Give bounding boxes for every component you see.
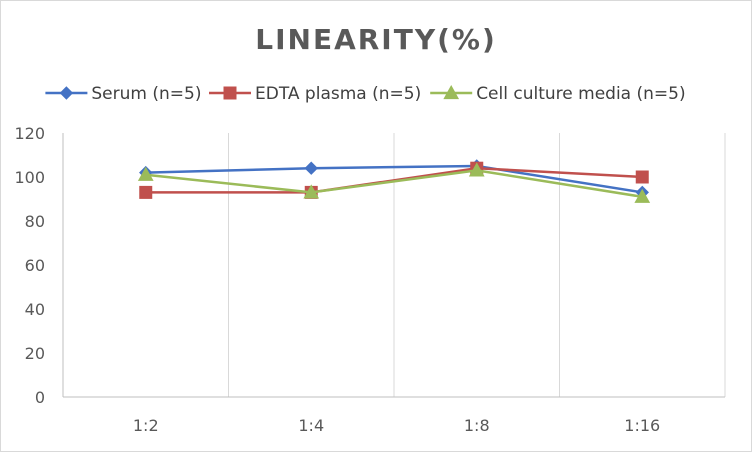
x-tick-label: 1:4 bbox=[298, 416, 324, 435]
legend-label: Cell culture media (n=5) bbox=[476, 84, 685, 104]
series-line bbox=[145, 169, 643, 199]
legend-marker bbox=[223, 86, 237, 100]
gridlines bbox=[228, 133, 726, 397]
legend-label: EDTA plasma (n=5) bbox=[255, 84, 421, 104]
data-point bbox=[635, 170, 649, 184]
chart-title: LINEARITY(%) bbox=[255, 23, 497, 56]
x-tick-label: 1:16 bbox=[624, 416, 660, 435]
legend-label: Serum (n=5) bbox=[91, 84, 201, 104]
y-tick-label: 120 bbox=[14, 124, 45, 143]
series-line bbox=[145, 164, 643, 194]
y-tick-label: 80 bbox=[25, 212, 45, 231]
series-layer bbox=[137, 159, 651, 203]
series-2 bbox=[137, 162, 651, 203]
y-tick-label: 20 bbox=[25, 344, 45, 363]
y-tick-label: 100 bbox=[14, 168, 45, 187]
data-point bbox=[634, 188, 651, 203]
y-tick-label: 60 bbox=[25, 256, 45, 275]
legend-item: Serum (n=5) bbox=[45, 84, 201, 104]
data-point bbox=[468, 162, 485, 177]
legend-item: EDTA plasma (n=5) bbox=[209, 84, 421, 104]
y-axis-tick-labels: 0 20 40 60 80 100 120 bbox=[14, 124, 45, 407]
x-tick-label: 1:2 bbox=[133, 416, 159, 435]
y-tick-label: 0 bbox=[35, 388, 45, 407]
y-tick-label: 40 bbox=[25, 300, 45, 319]
data-point bbox=[304, 161, 318, 175]
legend-item: Cell culture media (n=5) bbox=[430, 84, 686, 104]
x-axis-tick-labels: 1:2 1:4 1:8 1:16 bbox=[133, 416, 660, 435]
data-point bbox=[303, 184, 320, 199]
legend: Serum (n=5) EDTA plasma (n=5) Cell culture… bbox=[45, 84, 686, 104]
axes bbox=[62, 133, 725, 398]
legend-marker bbox=[443, 84, 460, 100]
data-point bbox=[139, 185, 153, 199]
x-tick-label: 1:8 bbox=[464, 416, 490, 435]
legend-marker bbox=[59, 86, 74, 100]
data-point bbox=[137, 166, 154, 181]
